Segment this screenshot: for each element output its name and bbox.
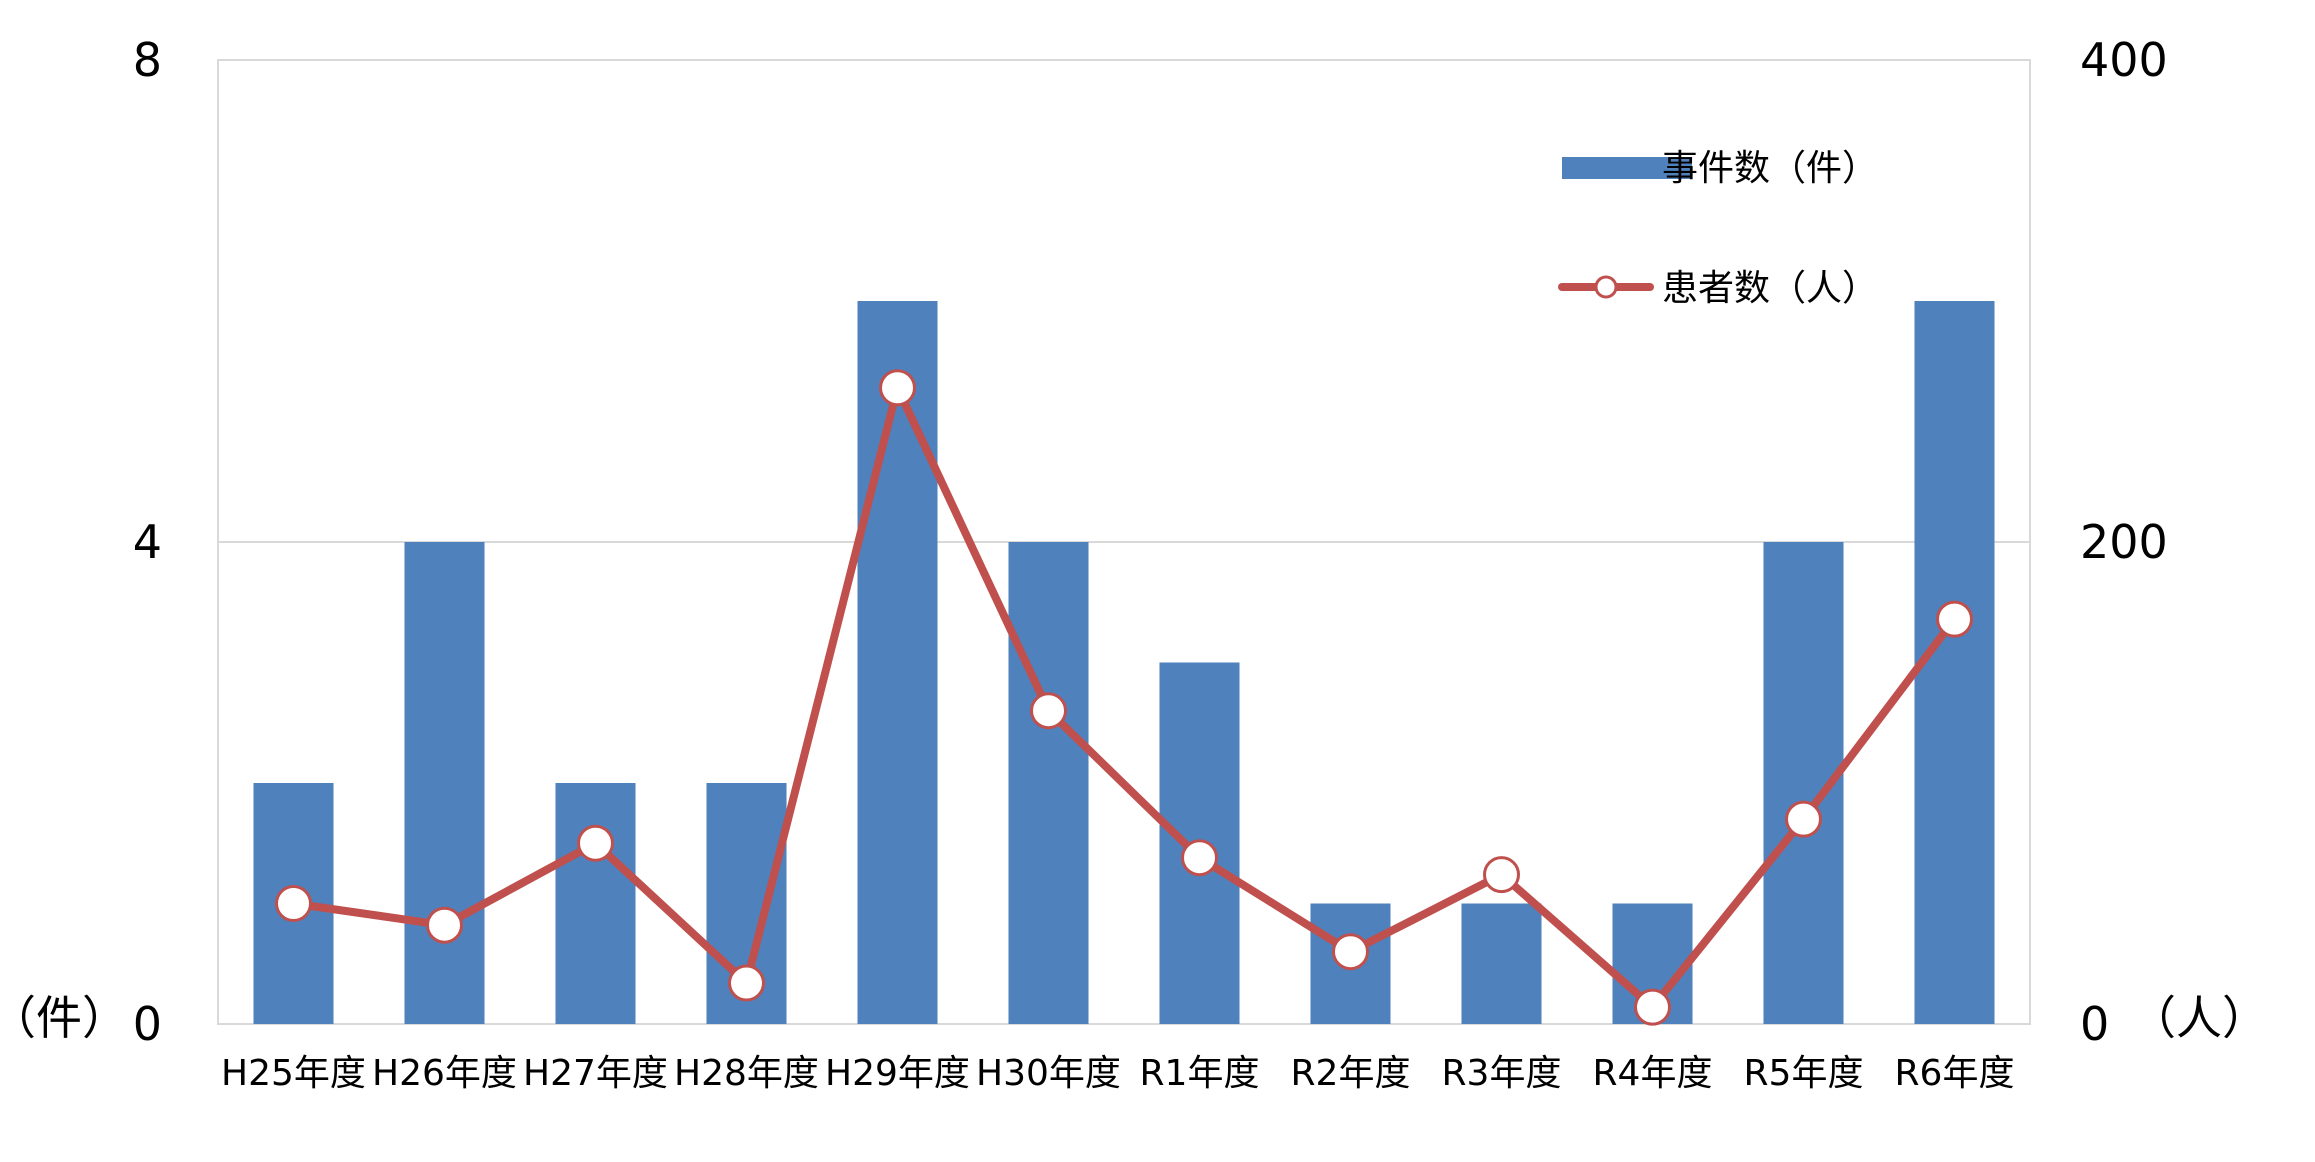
gridlines [218, 541, 2030, 1025]
legend-bar-swatch [1562, 157, 1692, 179]
x-tick-label: R3年度 [1442, 1053, 1562, 1094]
legend-bar-label: 事件数（件） [1662, 148, 1878, 189]
x-tick-label: R2年度 [1291, 1053, 1411, 1094]
x-tick-label: H28年度 [674, 1053, 819, 1094]
line-point [1332, 933, 1369, 971]
bar [1008, 542, 1089, 1024]
legend-line-marker [1594, 275, 1618, 299]
bar [555, 783, 636, 1024]
x-tick-label: R5年度 [1744, 1053, 1864, 1094]
axes: （件） （人） 0 4 8 0 200 400 H25年度 H26年度 H27年度 H28年度 H2… [0, 33, 2268, 1094]
line-point [426, 906, 463, 944]
line-point [1785, 800, 1822, 838]
x-tick-label: H30年度 [976, 1053, 1121, 1094]
y-right-tick-label: 400 [2080, 33, 2168, 87]
bar [1914, 301, 1995, 1024]
line-point [1181, 839, 1218, 877]
y-left-unit-label: （件） [0, 991, 128, 1045]
line-point [1936, 600, 1973, 638]
line-point [275, 885, 312, 922]
legend: 事件数（件） 患者数（人） [1558, 148, 1878, 309]
x-tick-label: R6年度 [1895, 1053, 2015, 1094]
x-tick-label: H26年度 [372, 1053, 517, 1094]
x-tick-label: H29年度 [825, 1053, 970, 1094]
line-series [275, 369, 1973, 1026]
y-left-tick-label: 4 [133, 515, 162, 569]
legend-line-label: 患者数（人） [1662, 268, 1878, 309]
bar [1461, 903, 1542, 1024]
line-point [728, 964, 765, 1002]
line-point [577, 824, 614, 862]
y-left-tick-label: 0 [133, 997, 162, 1051]
line-point [1030, 692, 1067, 730]
y-right-tick-label: 0 [2080, 997, 2109, 1051]
x-tick-label: H27年度 [523, 1053, 668, 1094]
line-point [1634, 988, 1671, 1026]
line-point [1483, 856, 1520, 894]
bar [857, 301, 938, 1024]
y-right-unit-label: （人） [2130, 991, 2268, 1045]
x-tick-label: R1年度 [1140, 1053, 1260, 1094]
bar [404, 542, 485, 1024]
y-left-tick-label: 8 [133, 33, 162, 87]
x-tick-label: R4年度 [1593, 1053, 1713, 1094]
line-point [879, 369, 916, 407]
y-right-tick-label: 200 [2080, 515, 2168, 569]
patients-line [289, 383, 1959, 1012]
x-tick-label: H25年度 [221, 1053, 366, 1094]
